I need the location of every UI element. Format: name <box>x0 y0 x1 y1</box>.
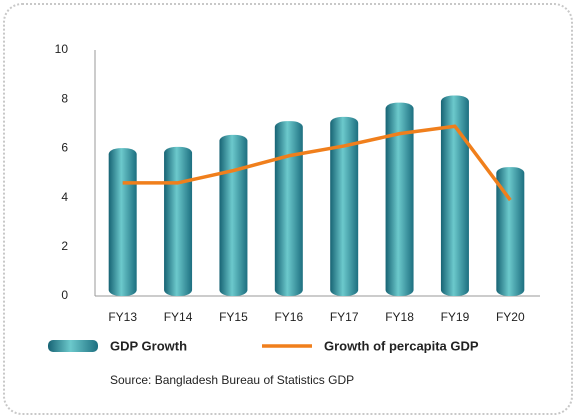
y-tick-label: 4 <box>61 190 68 204</box>
bar <box>330 116 359 296</box>
y-tick-label: 0 <box>61 288 68 302</box>
y-tick-label: 6 <box>61 141 68 155</box>
bar <box>219 134 248 296</box>
x-tick-label: FY17 <box>330 310 359 324</box>
legend-swatch <box>48 340 98 352</box>
y-tick-label: 10 <box>55 42 69 56</box>
x-tick-label: FY14 <box>164 310 193 324</box>
bar <box>164 146 193 296</box>
y-tick-label: 2 <box>61 239 68 253</box>
x-tick-label: FY15 <box>219 310 248 324</box>
legend-label: GDP Growth <box>110 338 187 353</box>
x-tick-label: FY19 <box>441 310 470 324</box>
x-tick-label: FY16 <box>274 310 303 324</box>
bar <box>385 102 414 296</box>
y-tick-label: 8 <box>61 91 68 105</box>
line <box>122 124 512 202</box>
source-note: Source: Bangladesh Bureau of Statistics … <box>110 373 354 387</box>
legend-label: Growth of percapita GDP <box>324 338 479 353</box>
x-tick-label: FY20 <box>496 310 525 324</box>
bar <box>496 167 525 296</box>
bar <box>440 95 469 296</box>
x-tick-label: FY13 <box>108 310 137 324</box>
bar <box>108 148 137 296</box>
bar <box>274 121 303 297</box>
x-tick-label: FY18 <box>385 310 414 324</box>
